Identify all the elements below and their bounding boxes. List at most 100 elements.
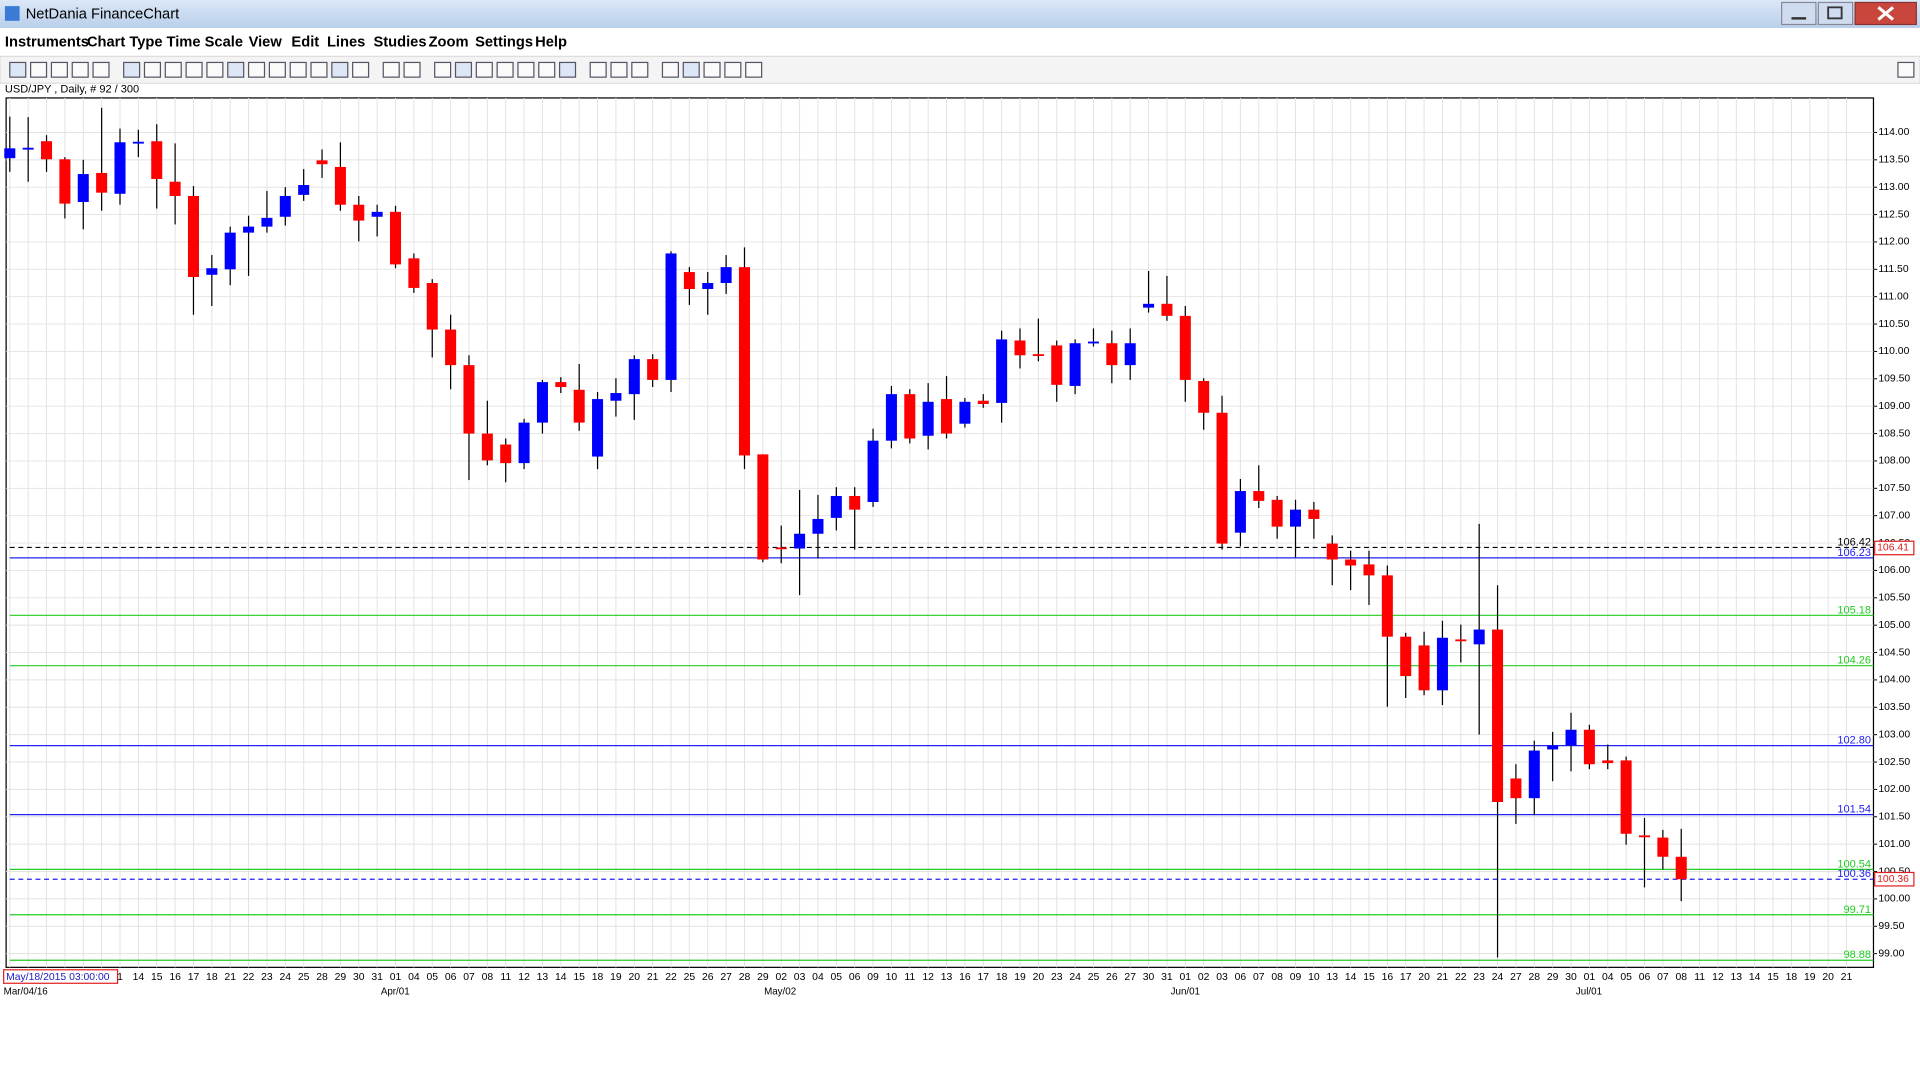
x-tick-label: 18 bbox=[996, 972, 1008, 983]
toolbar-button[interactable] bbox=[185, 61, 203, 78]
x-tick-label: 11 bbox=[904, 972, 915, 983]
price-marker-box bbox=[1874, 871, 1915, 887]
level-label: 102.80 bbox=[1837, 735, 1871, 747]
x-tick-label: 20 bbox=[1418, 972, 1430, 983]
toolbar-button[interactable] bbox=[538, 61, 556, 78]
x-tick-label: 24 bbox=[1492, 972, 1504, 983]
minimize-button[interactable] bbox=[1781, 1, 1817, 26]
y-tick-label: 110.00 bbox=[1878, 346, 1909, 357]
toolbar-button[interactable] bbox=[50, 61, 68, 78]
toolbar-button[interactable] bbox=[9, 61, 27, 78]
toolbar-button[interactable] bbox=[123, 61, 141, 78]
cursor-label: May/18/2015 03:00:00 bbox=[6, 972, 110, 983]
x-tick-label: 22 bbox=[665, 972, 677, 983]
toolbar-button[interactable] bbox=[289, 61, 307, 78]
toolbar-button[interactable] bbox=[517, 61, 535, 78]
toolbar-button[interactable] bbox=[310, 61, 328, 78]
candle-body bbox=[794, 533, 806, 549]
menu-item[interactable]: Chart Type bbox=[87, 35, 163, 51]
y-tick-label: 107.50 bbox=[1878, 483, 1910, 494]
menu-item[interactable]: Edit bbox=[291, 35, 319, 51]
y-tick-label: 109.00 bbox=[1878, 401, 1910, 412]
maximize-button[interactable] bbox=[1817, 1, 1854, 26]
plot-area bbox=[5, 97, 1875, 968]
menu-item[interactable]: Zoom bbox=[429, 35, 469, 51]
cursor-label-box bbox=[3, 969, 119, 984]
toolbar-button[interactable] bbox=[661, 61, 679, 78]
candle-body bbox=[1510, 778, 1522, 799]
candle-body bbox=[885, 394, 897, 441]
candle-body bbox=[830, 495, 842, 518]
menu-item[interactable]: Studies bbox=[373, 35, 426, 51]
y-tick-label: 99.00 bbox=[1878, 948, 1904, 959]
toolbar-button[interactable] bbox=[92, 61, 110, 78]
menu-item[interactable]: Instruments bbox=[5, 35, 89, 51]
x-tick-label: 04 bbox=[408, 972, 420, 983]
candle-body bbox=[426, 283, 438, 330]
x-tick-label: 09 bbox=[1290, 972, 1302, 983]
toolbar-button[interactable] bbox=[631, 61, 649, 78]
x-tick-label: 05 bbox=[831, 972, 843, 983]
x-tick-label: 21 bbox=[1437, 972, 1449, 983]
toolbar-button[interactable] bbox=[71, 61, 89, 78]
y-tick-label: 110.50 bbox=[1878, 319, 1909, 330]
toolbar-button[interactable] bbox=[331, 61, 349, 78]
toolbar-button[interactable] bbox=[703, 61, 721, 78]
toolbar-button[interactable] bbox=[352, 61, 370, 78]
candle-body bbox=[224, 232, 236, 270]
y-tick-label: 108.00 bbox=[1878, 456, 1910, 467]
menu-item[interactable]: Time Scale bbox=[167, 35, 243, 51]
toolbar-button[interactable] bbox=[1897, 61, 1915, 78]
toolbar-button[interactable] bbox=[164, 61, 182, 78]
x-tick-label: 31 bbox=[371, 972, 383, 983]
candle-body bbox=[1418, 645, 1430, 691]
toolbar-button[interactable] bbox=[589, 61, 607, 78]
toolbar-button[interactable] bbox=[496, 61, 514, 78]
toolbar-button[interactable] bbox=[143, 61, 162, 78]
toolbar-button[interactable] bbox=[434, 61, 452, 78]
toolbar-button[interactable] bbox=[403, 61, 421, 78]
toolbar-button[interactable] bbox=[268, 61, 286, 78]
y-tick-label: 100.50 bbox=[1878, 866, 1910, 877]
level-label: 105.18 bbox=[1837, 604, 1871, 616]
toolbar-button[interactable] bbox=[610, 61, 628, 78]
y-tick-label: 105.50 bbox=[1878, 593, 1910, 604]
y-tick-label: 103.00 bbox=[1878, 729, 1910, 740]
toolbar-button[interactable] bbox=[227, 61, 245, 78]
toolbar-button[interactable] bbox=[382, 61, 400, 78]
toolbar-button[interactable] bbox=[206, 61, 224, 78]
toolbar-button[interactable] bbox=[558, 61, 577, 78]
y-tick-label: 104.50 bbox=[1878, 647, 1910, 658]
toolbar-button[interactable] bbox=[682, 61, 700, 78]
x-tick-label: 16 bbox=[1382, 972, 1394, 983]
toolbar-button[interactable] bbox=[454, 61, 473, 78]
candle-body bbox=[206, 268, 218, 275]
menu-item[interactable]: View bbox=[249, 35, 283, 51]
y-tick-label: 113.00 bbox=[1878, 182, 1909, 193]
toolbar-button[interactable] bbox=[247, 61, 266, 78]
x-tick-label: 25 bbox=[684, 972, 696, 983]
x-tick-label: 21 bbox=[224, 972, 236, 983]
x-tick-label: 06 bbox=[1235, 972, 1247, 983]
x-tick-label: 06 bbox=[1639, 972, 1651, 983]
app-icon bbox=[4, 6, 20, 21]
candle-body bbox=[1436, 637, 1448, 691]
toolbar-button[interactable] bbox=[745, 61, 763, 78]
toolbar-button[interactable] bbox=[724, 61, 742, 78]
menu-item[interactable]: Help bbox=[535, 35, 567, 51]
candle-body bbox=[1087, 341, 1099, 344]
candle-body bbox=[1583, 729, 1595, 765]
x-tick-label: 01 bbox=[390, 972, 402, 983]
candle-body bbox=[1179, 315, 1191, 380]
level-label: 101.54 bbox=[1837, 804, 1871, 816]
y-tick-label: 104.00 bbox=[1878, 675, 1910, 686]
x-tick-label: 23 bbox=[1051, 972, 1063, 983]
level-label: 100.54 bbox=[1837, 858, 1871, 870]
menu-item[interactable]: Lines bbox=[327, 35, 365, 51]
y-tick-label: 108.50 bbox=[1878, 428, 1910, 439]
menu-item[interactable]: Settings bbox=[475, 35, 533, 51]
toolbar-button[interactable] bbox=[30, 61, 48, 78]
toolbar-button[interactable] bbox=[475, 61, 493, 78]
x-tick-label: 07 bbox=[463, 972, 475, 983]
x-tick-label: 26 bbox=[1106, 972, 1118, 983]
